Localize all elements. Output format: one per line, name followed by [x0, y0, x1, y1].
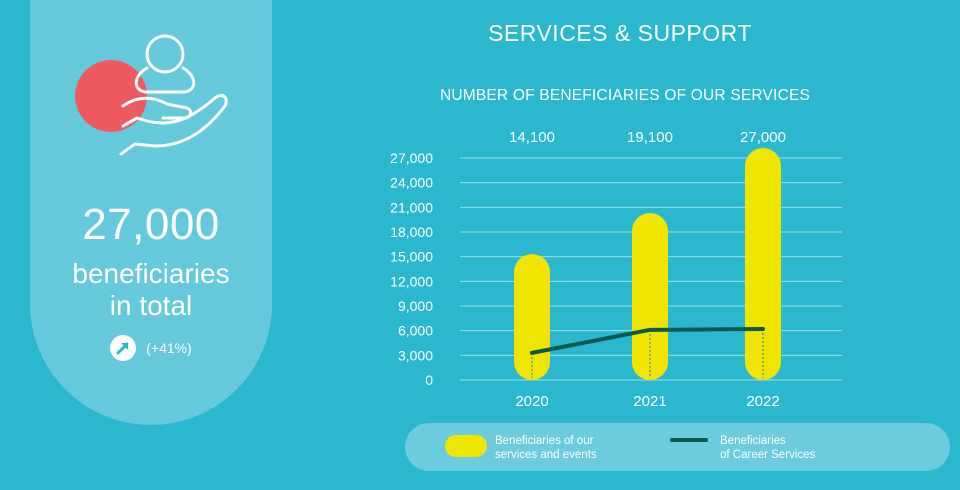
legend-bar-label-line1: Beneficiaries of our — [495, 435, 594, 447]
growth-indicator: (+41%) — [30, 335, 272, 361]
y-tick-label: 6,000 — [398, 323, 433, 339]
beneficiaries-chart: 0 3,000 6,000 9,000 12,000 15,000 18,000 21,000… — [390, 129, 842, 410]
chart-title: NUMBER OF BENEFICIARIES OF OUR SERVICES — [439, 87, 811, 104]
total-label-line2: in total — [109, 290, 193, 321]
legend-line-swatch — [670, 438, 708, 442]
bar-value-label: 27,000 — [740, 129, 786, 146]
growth-value: (+41%) — [146, 340, 192, 356]
y-tick-label: 15,000 — [390, 249, 433, 265]
legend-bar-label: Beneficiaries of our services and events — [495, 434, 625, 462]
x-tick-label: 2020 — [515, 393, 548, 410]
x-tick-label: 2021 — [633, 393, 666, 410]
legend-line-label-line2: of Career Services — [720, 449, 816, 461]
chart-legend: Beneficiaries of our services and events… — [405, 423, 950, 471]
bar — [632, 212, 668, 380]
y-tick-label: 3,000 — [398, 347, 433, 363]
legend-line-label-line1: Beneficiaries — [720, 435, 786, 447]
x-tick-label: 2022 — [746, 393, 779, 410]
legend-bar-swatch — [445, 435, 487, 457]
total-beneficiaries: 27,000 — [82, 200, 220, 249]
bar — [514, 254, 550, 380]
y-tick-label: 0 — [425, 372, 433, 388]
y-tick-label: 9,000 — [398, 298, 433, 314]
bar-value-label: 19,100 — [627, 129, 673, 146]
legend-bar-label-line2: services and events — [495, 449, 597, 461]
y-tick-label: 24,000 — [390, 175, 433, 191]
total-label-line1: beneficiaries — [72, 258, 230, 289]
y-tick-label: 27,000 — [390, 150, 433, 166]
total-label: beneficiaries in total — [30, 258, 272, 322]
legend-line-label: Beneficiaries of Career Services — [720, 434, 850, 462]
y-tick-label: 21,000 — [390, 199, 433, 215]
arrow-up-right-icon — [110, 335, 137, 361]
section-title: SERVICES & SUPPORT — [488, 20, 752, 46]
y-tick-label: 18,000 — [390, 224, 433, 240]
career-services-line — [530, 327, 765, 355]
hand-holding-person-icon — [75, 34, 228, 156]
y-tick-label: 12,000 — [390, 273, 433, 289]
bar — [745, 148, 781, 380]
summary-panel — [30, 0, 272, 425]
bar-value-label: 14,100 — [509, 129, 555, 146]
